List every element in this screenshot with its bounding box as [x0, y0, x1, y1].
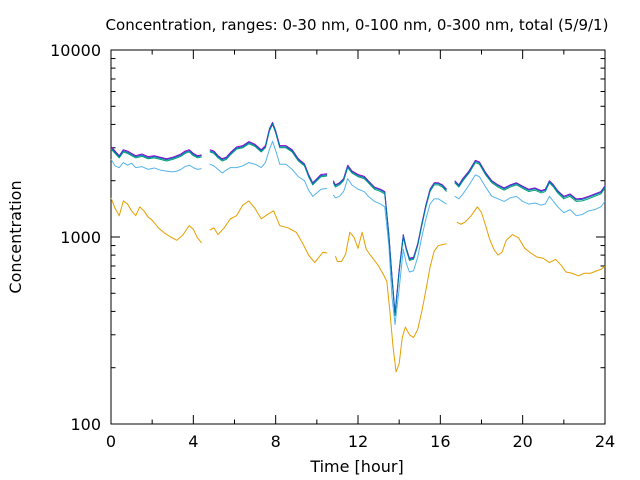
- series-1-line-segment-3: [334, 231, 447, 373]
- series-3-line-segment-4: [454, 162, 606, 202]
- series-2-line-segment-4: [454, 174, 606, 217]
- series-5-line-segment-4: [454, 160, 606, 201]
- x-tick-label: 16: [430, 432, 450, 451]
- x-tick-label: 24: [595, 432, 615, 451]
- x-tick-label: 12: [348, 432, 368, 451]
- series-2-line-segment-3: [332, 178, 447, 326]
- series-1-line-segment-4: [456, 206, 606, 277]
- y-tick-label: 10000: [50, 41, 101, 60]
- series-5-line-segment-1: [110, 147, 202, 161]
- axis-ticks: 0 4 8 12 16 20 24 100 1000 10000: [50, 41, 615, 451]
- series-3-line-segment-1: [110, 148, 202, 162]
- x-tick-label: 8: [271, 432, 281, 451]
- x-tick-label: 4: [188, 432, 198, 451]
- series-1-line-segment-2: [209, 200, 328, 264]
- y-tick-label: 100: [70, 415, 101, 434]
- series-4-line-segment-4: [454, 159, 606, 200]
- chart-title: Concentration, ranges: 0-30 nm, 0-100 nm…: [106, 16, 609, 34]
- x-tick-label: 20: [512, 432, 532, 451]
- series-5-line-segment-3: [332, 165, 447, 316]
- y-axis-label: Concentration: [6, 180, 25, 293]
- series-5-line-segment-2: [209, 122, 328, 185]
- series-1-line-segment-1: [110, 197, 202, 244]
- x-tick-label: 0: [106, 432, 116, 451]
- x-axis-label: Time [hour]: [309, 457, 403, 476]
- series-2-line-segment-1: [110, 159, 202, 173]
- plot-frame: [110, 49, 606, 425]
- series-4-line-segment-1: [110, 146, 202, 160]
- series-4-line-segment-3: [332, 164, 447, 314]
- y-tick-label: 1000: [60, 228, 101, 247]
- series-2-line-segment-2: [209, 140, 328, 197]
- series-group: [110, 121, 606, 373]
